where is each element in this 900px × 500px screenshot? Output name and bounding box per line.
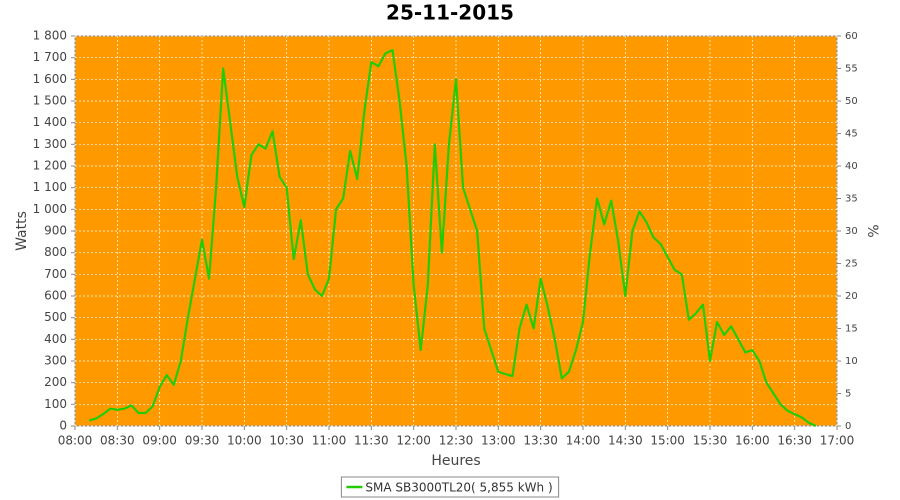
x-tick-label: 12:30	[439, 434, 474, 448]
x-axis-label: Heures	[431, 453, 480, 469]
y2-tick-label: 60	[845, 31, 858, 42]
x-tick-label: 12:00	[396, 434, 431, 448]
y-tick-label: 900	[44, 224, 67, 238]
chart-title: 25-11-2015	[386, 1, 514, 25]
x-tick-label: 10:00	[227, 434, 262, 448]
y2-tick-label: 15	[845, 324, 858, 335]
y-tick-label: 1 000	[33, 202, 67, 216]
legend-box	[340, 476, 560, 498]
y2-tick-label: 40	[845, 161, 858, 172]
y2-tick-label: 55	[845, 64, 858, 75]
x-tick-label: 17:00	[820, 434, 855, 448]
y2-tick-label: 0	[845, 421, 851, 432]
x-tick-label: 16:30	[777, 434, 812, 448]
y-tick-label: 300	[44, 354, 67, 368]
y2-tick-label: 20	[845, 291, 858, 302]
x-tick-label: 10:30	[269, 434, 304, 448]
y-tick-label: 700	[44, 267, 67, 281]
x-tick-label: 13:30	[523, 434, 558, 448]
y-tick-label: 1 800	[33, 29, 67, 43]
y-axis-label: Watts	[14, 211, 30, 251]
x-tick-label: 09:30	[185, 434, 220, 448]
y-tick-label: 1 200	[33, 159, 67, 173]
legend-label: SMA SB3000TL20( 5,855 kWh )	[365, 481, 552, 495]
y-tick-label: 800	[44, 245, 67, 259]
y-tick-label: 1 600	[33, 72, 67, 86]
series-line	[88, 48, 817, 427]
x-tick-label: 11:00	[312, 434, 347, 448]
x-tick-label: 14:00	[566, 434, 601, 448]
y-tick-label: 400	[44, 332, 67, 346]
y-tick-label: 1 700	[33, 50, 67, 64]
x-tick-label: 09:00	[142, 434, 177, 448]
x-tick-label: 13:00	[481, 434, 516, 448]
x-tick-label: 16:00	[735, 434, 770, 448]
y-tick-label: 1 400	[33, 115, 67, 129]
y2-tick-label: 30	[845, 226, 858, 237]
y2-axis-label: %	[864, 224, 880, 237]
x-tick-label: 14:30	[608, 434, 643, 448]
y2-tick-label: 10	[845, 356, 858, 367]
x-tick-label: 08:30	[100, 434, 135, 448]
y2-tick-label: 50	[845, 96, 858, 107]
y2-tick-label: 25	[845, 259, 858, 270]
y2-tick-label: 5	[845, 389, 851, 400]
y-tick-label: 100	[44, 397, 67, 411]
y-tick-label: 200	[44, 375, 67, 389]
y-tick-label: 1 500	[33, 94, 67, 108]
y-tick-label: 0	[59, 419, 67, 433]
y-tick-label: 600	[44, 289, 67, 303]
x-tick-label: 08:00	[58, 434, 93, 448]
y2-tick-label: 45	[845, 129, 858, 140]
y2-tick-label: 35	[845, 194, 858, 205]
x-tick-label: 15:00	[650, 434, 685, 448]
y-tick-label: 1 300	[33, 137, 67, 151]
x-tick-label: 15:30	[693, 434, 728, 448]
y-tick-label: 500	[44, 310, 67, 324]
y-tick-label: 1 100	[33, 180, 67, 194]
x-tick-label: 11:30	[354, 434, 389, 448]
